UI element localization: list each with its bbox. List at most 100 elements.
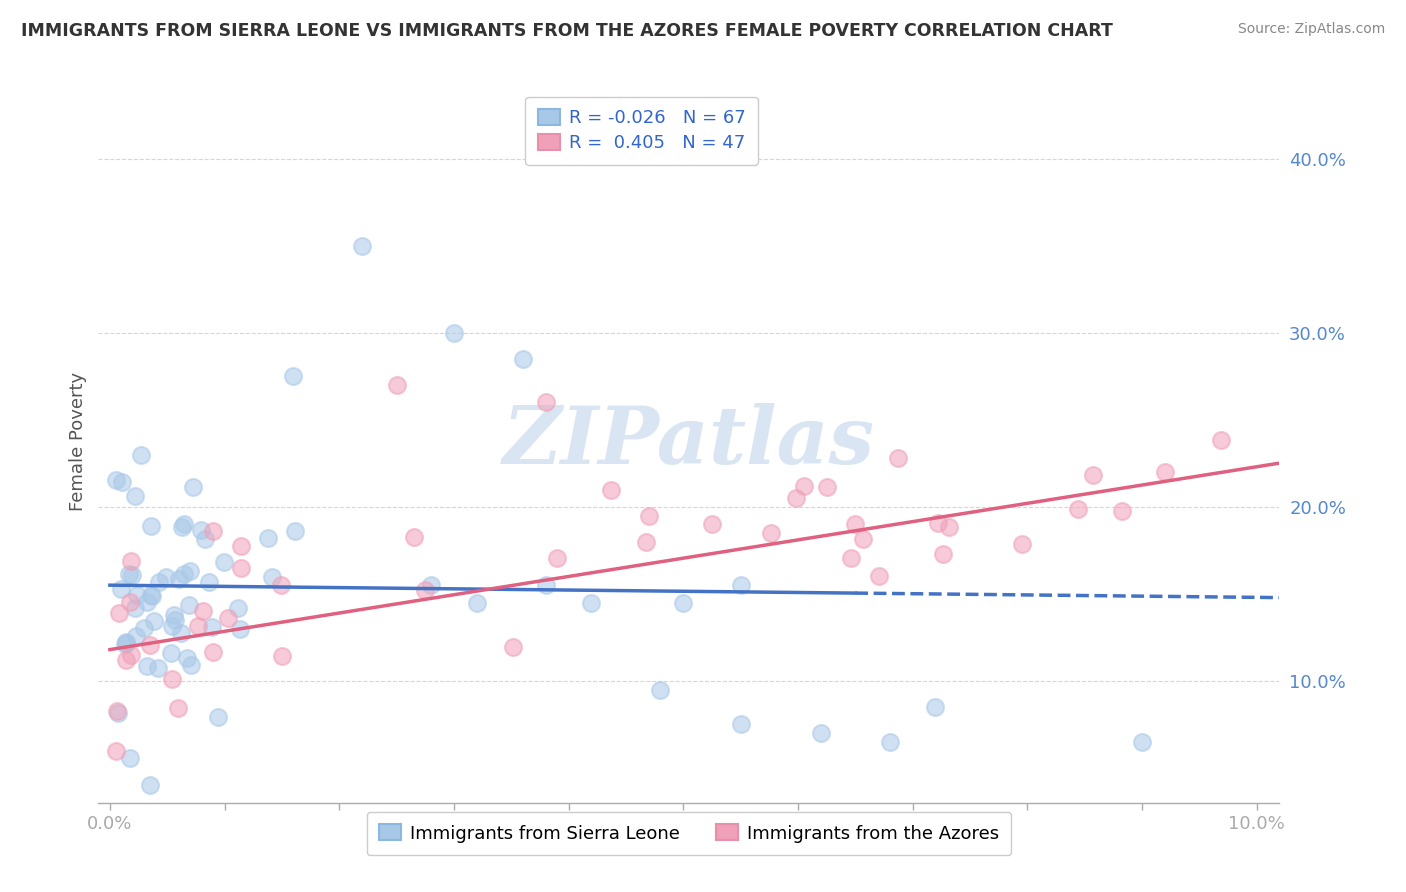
Point (879, 735, 901, 749)
Point (138, 778, 160, 792)
Point (1153, 465, 1175, 479)
Point (217, 611, 239, 625)
Point (120, 648, 142, 662)
Text: ZIPatlas: ZIPatlas (503, 403, 875, 480)
Point (111, 475, 134, 489)
Point (202, 645, 225, 659)
Point (120, 595, 142, 609)
Point (143, 614, 166, 628)
Point (1067, 502, 1090, 516)
Point (637, 508, 659, 523)
Point (124, 601, 146, 615)
Point (402, 530, 425, 544)
Point (810, 726, 832, 740)
Point (284, 524, 307, 538)
Point (443, 326, 465, 340)
Point (198, 575, 221, 590)
Point (761, 526, 783, 541)
Point (146, 661, 169, 675)
Point (132, 621, 155, 635)
Point (104, 743, 127, 757)
Point (413, 583, 436, 598)
Point (163, 613, 186, 627)
Point (190, 523, 212, 537)
Point (115, 636, 138, 650)
Point (181, 480, 204, 494)
Point (1011, 537, 1033, 551)
Point (270, 578, 292, 592)
Point (283, 369, 305, 384)
Point (124, 628, 146, 642)
Point (118, 751, 141, 765)
Point (512, 351, 534, 366)
Point (173, 516, 195, 531)
Point (231, 560, 253, 574)
Point (129, 448, 152, 462)
Point (793, 478, 815, 492)
Legend: Immigrants from Sierra Leone, Immigrants from the Azores: Immigrants from Sierra Leone, Immigrants… (367, 812, 1011, 855)
Point (938, 519, 960, 533)
Point (226, 601, 249, 615)
Y-axis label: Female Poverty: Female Poverty (69, 372, 87, 511)
Point (160, 619, 183, 633)
Point (730, 717, 752, 731)
Point (1209, 433, 1232, 447)
Point (534, 395, 557, 409)
Point (104, 473, 127, 487)
Point (207, 710, 229, 724)
Point (257, 531, 280, 545)
Point (124, 489, 146, 503)
Point (125, 588, 148, 602)
Point (105, 704, 128, 718)
Point (815, 480, 838, 494)
Point (110, 582, 132, 596)
Point (1081, 467, 1104, 482)
Point (139, 519, 162, 533)
Point (672, 596, 695, 610)
Point (107, 706, 129, 721)
Point (176, 650, 198, 665)
Point (1111, 504, 1133, 518)
Point (155, 570, 177, 584)
Point (534, 578, 557, 592)
Point (170, 626, 193, 640)
Point (170, 519, 193, 533)
Point (231, 539, 253, 553)
Text: Source: ZipAtlas.com: Source: ZipAtlas.com (1237, 22, 1385, 37)
Point (187, 619, 209, 633)
Point (163, 608, 186, 623)
Point (650, 682, 672, 697)
Point (887, 450, 910, 465)
Point (844, 517, 866, 532)
Point (260, 569, 283, 583)
Point (148, 575, 170, 590)
Point (115, 652, 138, 666)
Point (868, 569, 890, 583)
Point (177, 599, 200, 613)
Point (271, 649, 294, 664)
Point (634, 535, 657, 549)
Point (160, 646, 183, 660)
Point (114, 637, 136, 651)
Point (502, 640, 524, 654)
Text: IMMIGRANTS FROM SIERRA LEONE VS IMMIGRANTS FROM THE AZORES FEMALE POVERTY CORREL: IMMIGRANTS FROM SIERRA LEONE VS IMMIGRAN… (21, 22, 1114, 40)
Point (167, 573, 190, 587)
Point (201, 524, 224, 538)
Point (924, 700, 946, 714)
Point (191, 604, 214, 618)
Point (212, 555, 235, 569)
Point (229, 623, 252, 637)
Point (179, 564, 201, 578)
Point (180, 658, 202, 673)
Point (581, 596, 603, 610)
Point (201, 620, 224, 634)
Point (139, 638, 162, 652)
Point (121, 567, 143, 582)
Point (852, 532, 875, 546)
Point (927, 516, 949, 531)
Point (108, 606, 131, 620)
Point (546, 551, 568, 566)
Point (160, 672, 183, 686)
Point (385, 378, 408, 392)
Point (114, 635, 136, 649)
